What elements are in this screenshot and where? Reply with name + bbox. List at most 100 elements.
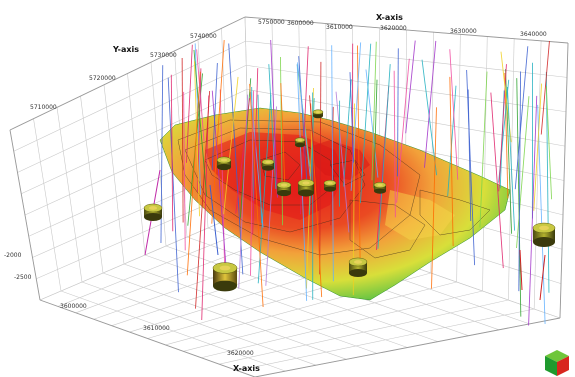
cylinder-bottom — [313, 113, 323, 119]
cylinder-body — [298, 183, 314, 193]
grid-line — [245, 40, 568, 78]
z-tick-2500: -2500 — [14, 274, 32, 281]
well-trajectory-line — [424, 40, 437, 168]
well-trajectory-line — [331, 45, 334, 282]
grid-line — [201, 290, 483, 359]
x-top-tick-3600000: 3600000 — [287, 20, 314, 27]
orientation-cube-icon[interactable] — [545, 350, 569, 376]
frame-edge — [9, 16, 246, 131]
x-bottom-tick-3600000: 3600000 — [60, 303, 87, 310]
well-trajectory-line — [185, 44, 193, 163]
well-trajectory-line — [516, 96, 530, 249]
well-trajectory-line — [252, 68, 259, 235]
cylinder-well-icon — [276, 181, 292, 197]
well-trajectory-line — [309, 95, 319, 211]
contour-line — [259, 151, 301, 181]
well-trajectory-line — [270, 39, 278, 198]
well-trajectory-line — [498, 64, 507, 192]
cylinder-body — [374, 185, 386, 191]
cylinder-bottom — [144, 212, 162, 222]
cylinder-body — [324, 183, 336, 189]
well-trajectory-line — [257, 94, 272, 284]
well-trajectory-line — [193, 49, 208, 197]
well-trajectory-line — [170, 74, 174, 232]
well-trajectory-line — [201, 95, 210, 320]
x-top-tick-3610000: 3610000 — [326, 24, 353, 31]
well-trajectory-line — [183, 91, 186, 251]
well-trajectory-line — [167, 77, 179, 293]
cylinder-bottom — [295, 142, 305, 148]
well-trajectory-line — [193, 61, 200, 217]
well-trajectory-line — [195, 90, 211, 309]
well-trajectory-line — [359, 43, 372, 204]
cylinder-cap — [353, 260, 363, 264]
grid-line — [13, 40, 246, 152]
cylinder-cap — [297, 138, 303, 142]
cylinder-body — [144, 208, 162, 217]
well-trajectory-line — [447, 85, 457, 197]
well-trajectory-line — [539, 254, 546, 301]
frame-edge — [9, 129, 41, 301]
y-tick-5750000: 5750000 — [258, 19, 285, 26]
cylinder-well-icon — [212, 262, 238, 292]
grid-line — [237, 308, 535, 371]
well-trajectory-line — [219, 89, 226, 285]
well-trajectory-line — [181, 57, 184, 223]
y-axis-title: Y-axis — [112, 45, 139, 54]
well-trajectory-line — [298, 56, 308, 191]
cylinder-well-icon — [294, 137, 306, 148]
well-trajectory-line — [405, 40, 416, 134]
y-tick-5740000: 5740000 — [190, 33, 217, 40]
well-trajectory-line — [268, 64, 277, 189]
well-trajectory-line — [545, 71, 550, 293]
well-trajectory-line — [516, 78, 522, 317]
cylinder-well-icon — [261, 159, 275, 171]
well-trajectory-line — [506, 87, 516, 231]
well-trajectory-line — [393, 70, 396, 218]
well-markers[interactable] — [143, 109, 556, 292]
cylinder-bottom — [213, 280, 237, 292]
cylinder-bottom — [277, 189, 291, 197]
cylinder-cap — [315, 110, 321, 114]
grid-line — [183, 281, 457, 352]
cylinder-bottom — [374, 188, 386, 194]
well-trajectory-line — [533, 83, 543, 211]
grid-line — [246, 89, 566, 147]
well-trajectory-line — [449, 76, 454, 246]
cylinder-body — [349, 262, 367, 273]
well-trajectory-line — [514, 46, 529, 190]
well-trajectory-line — [377, 64, 391, 249]
cylinder-cap — [539, 225, 549, 231]
x-bottom-tick-3610000: 3610000 — [143, 325, 170, 332]
cylinder-well-icon — [532, 222, 556, 247]
well-trajectory-line — [519, 249, 523, 291]
well-trajectory-line — [537, 104, 546, 324]
cylinder-cap — [377, 183, 383, 187]
well-trajectory-line — [371, 41, 377, 181]
well-trajectory-line — [238, 94, 249, 289]
well-trajectory-line — [319, 61, 322, 275]
cylinder-cap — [327, 181, 333, 185]
well-trajectory-line — [257, 94, 262, 224]
well-trajectory-line — [330, 106, 334, 226]
frame-edge — [559, 42, 569, 319]
cylinder-body — [217, 160, 231, 167]
cylinder-well-icon — [323, 180, 337, 192]
cube-right-face — [557, 356, 569, 376]
well-trajectory-line — [235, 98, 251, 214]
grid-line — [219, 299, 509, 365]
contour-line — [329, 159, 366, 186]
x-top-tick-3620000: 3620000 — [380, 25, 407, 32]
well-trajectory-line — [505, 69, 513, 234]
well-trajectory-line — [373, 79, 378, 189]
cylinder-cap — [265, 160, 271, 164]
axis-labels: X-axis Y-axis X-axis 5750000 5740000 573… — [4, 13, 547, 373]
cylinder-bottom — [324, 186, 336, 192]
cylinder-bottom — [298, 189, 314, 197]
x-axis-bottom-title: X-axis — [233, 364, 260, 373]
well-trajectory-line — [466, 69, 476, 266]
well-trajectory-line — [540, 40, 550, 135]
cylinder-cap — [220, 158, 228, 162]
